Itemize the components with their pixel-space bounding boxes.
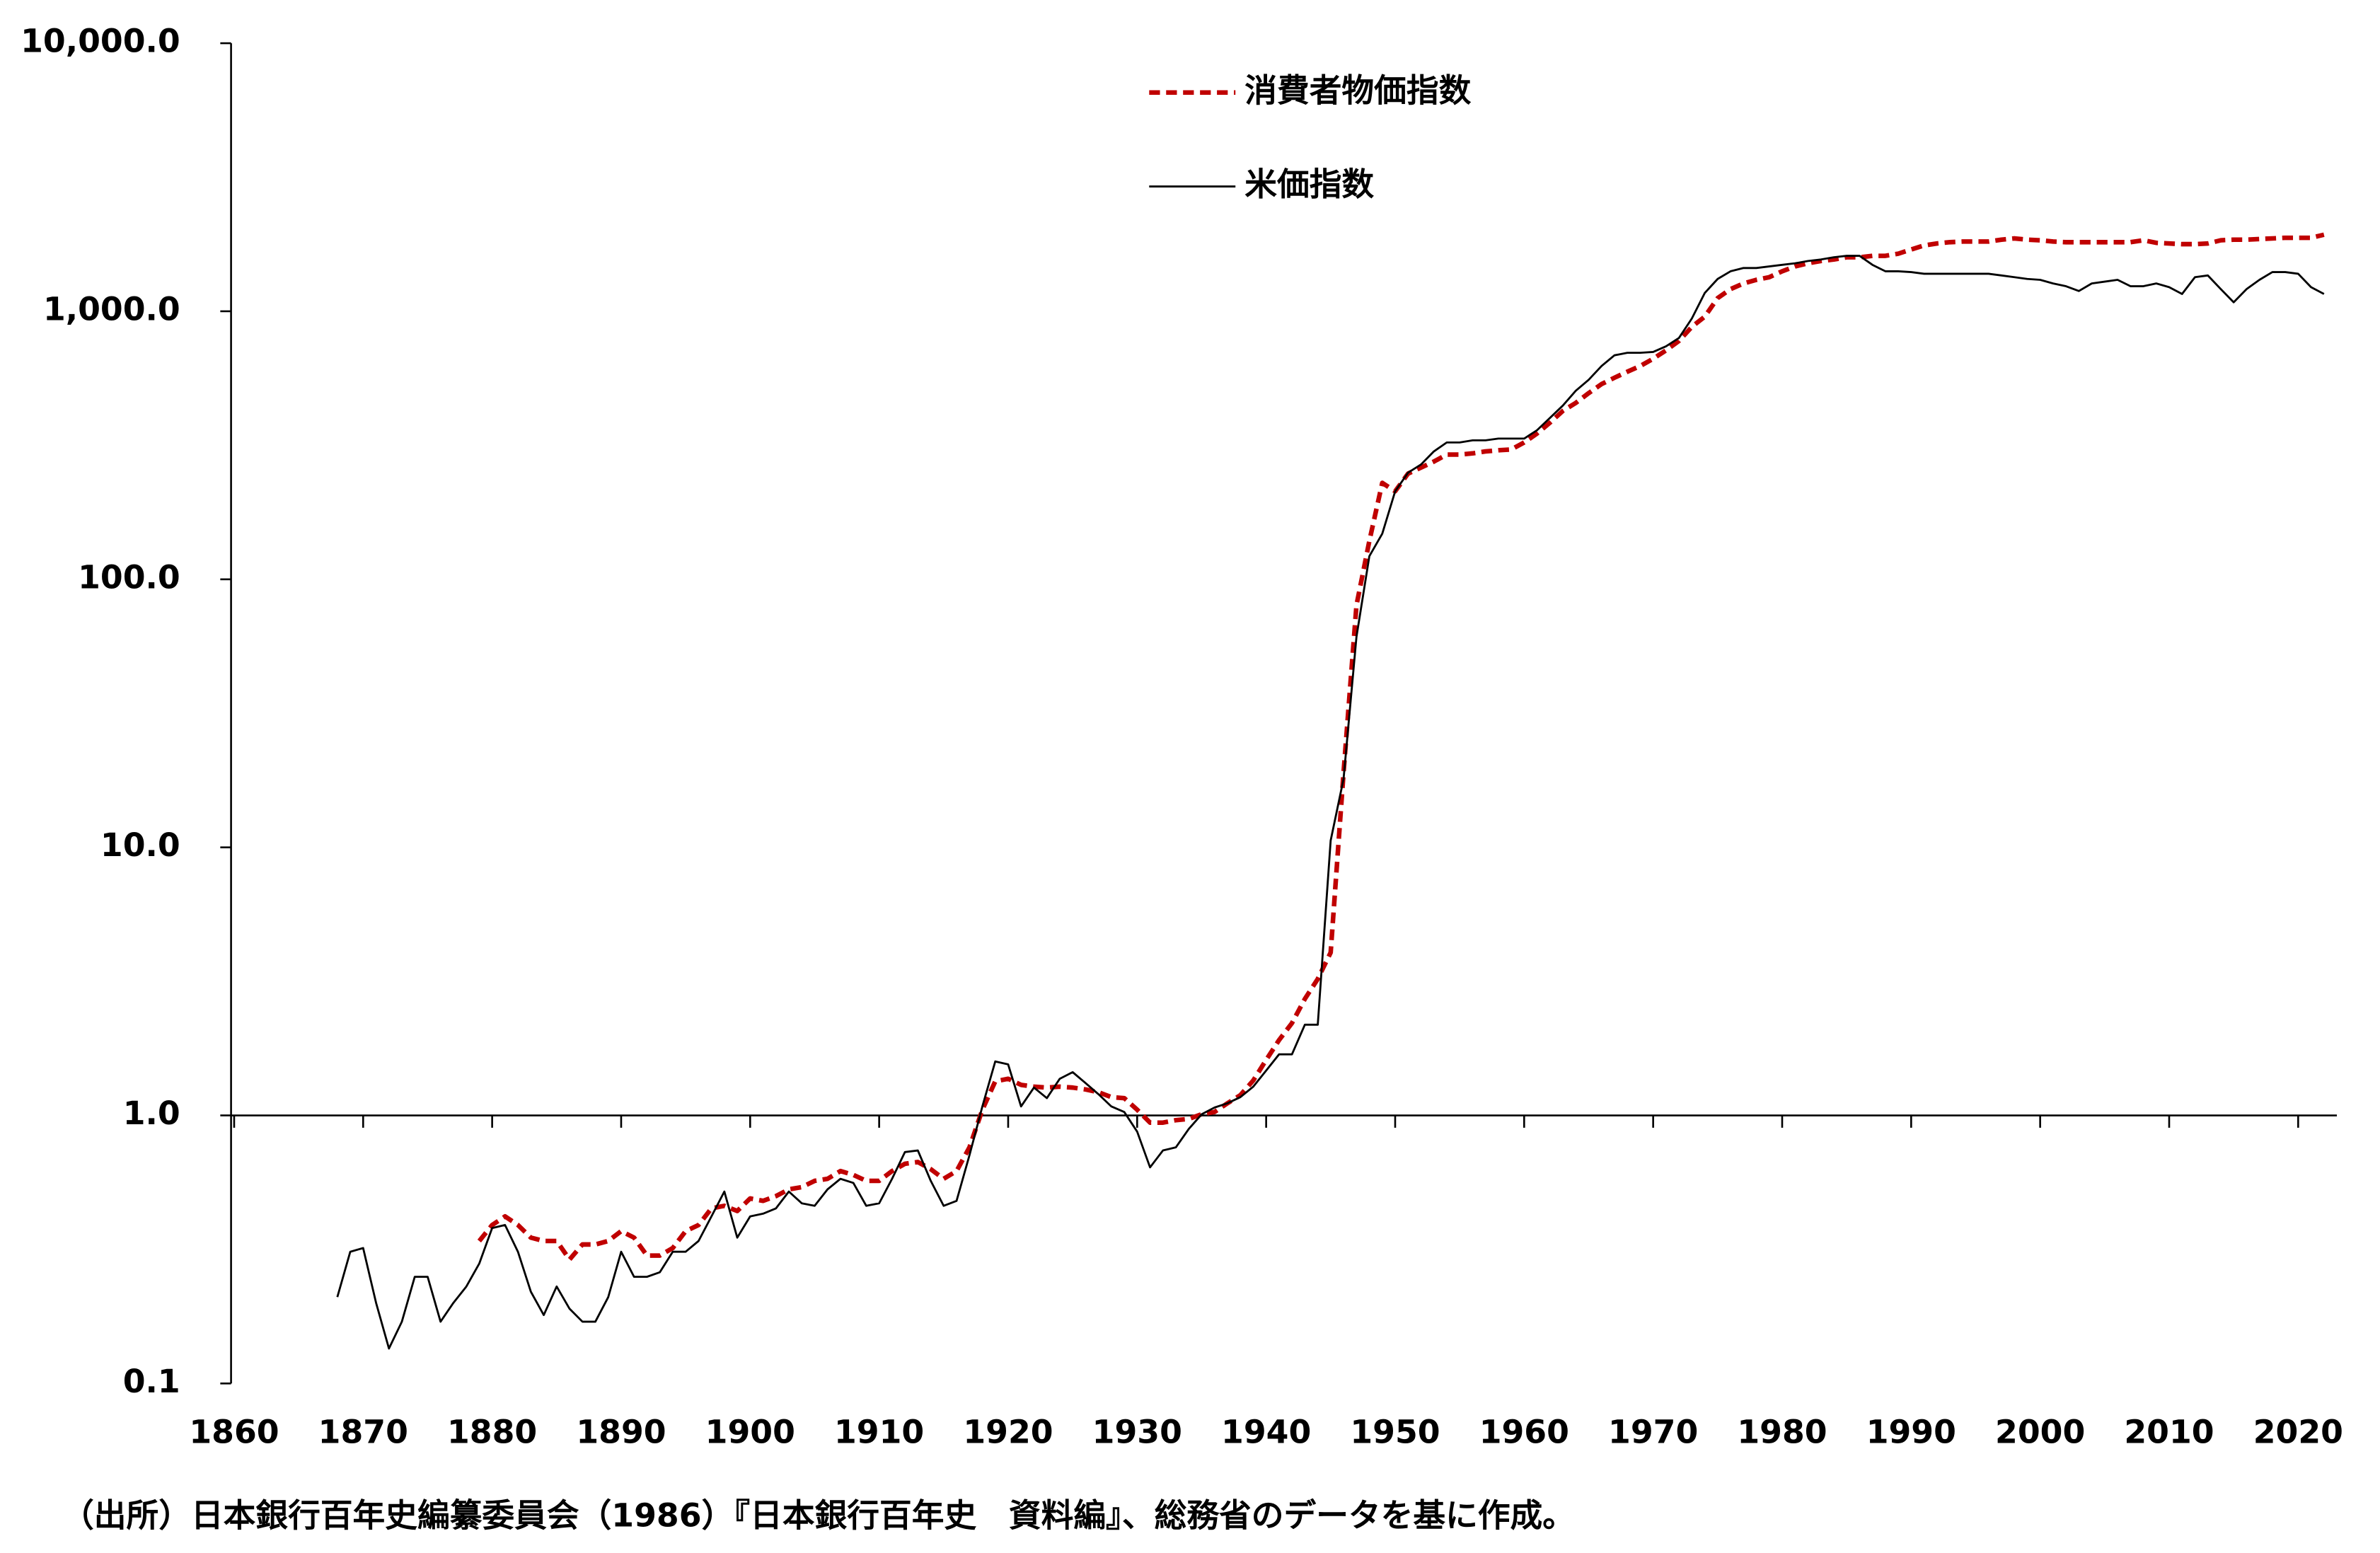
x-tick-label: 1970 [1608, 1414, 1698, 1451]
x-tick-label: 1880 [447, 1414, 537, 1451]
x-tick-label: 1860 [189, 1414, 279, 1451]
y-tick-label: 10,000.0 [21, 23, 180, 60]
x-tick-label: 2000 [1995, 1414, 2085, 1451]
series-line [336, 255, 2325, 1350]
y-tick-label: 0.1 [123, 1363, 180, 1400]
x-tick-label: 1920 [963, 1414, 1053, 1451]
legend-label: 米価指数 [1244, 166, 1374, 203]
y-tick-label: 100.0 [78, 558, 180, 596]
x-tick-label: 1900 [705, 1414, 795, 1451]
x-tick-label: 2020 [2253, 1414, 2343, 1451]
y-tick-label: 1.0 [123, 1095, 180, 1132]
x-tick-label: 1990 [1866, 1414, 1956, 1451]
series-line [477, 232, 2325, 1262]
source-note: （出所）日本銀行百年史編纂委員会（1986）『日本銀行百年史 資料編』、総務省の… [62, 1496, 1575, 1534]
x-tick-label: 1950 [1350, 1414, 1440, 1451]
legend-label: 消費者物価指数 [1244, 71, 1471, 109]
x-tick-label: 1910 [834, 1414, 924, 1451]
x-tick-label: 1870 [318, 1414, 408, 1451]
x-tick-label: 1980 [1737, 1414, 1827, 1451]
x-tick-label: 1960 [1479, 1414, 1569, 1451]
x-tick-label: 2010 [2124, 1414, 2214, 1451]
x-tick-label: 1940 [1221, 1414, 1311, 1451]
x-tick-label: 1930 [1092, 1414, 1182, 1451]
y-tick-label: 1,000.0 [43, 290, 180, 328]
y-tick-label: 10.0 [100, 826, 180, 864]
x-tick-label: 1890 [576, 1414, 666, 1451]
